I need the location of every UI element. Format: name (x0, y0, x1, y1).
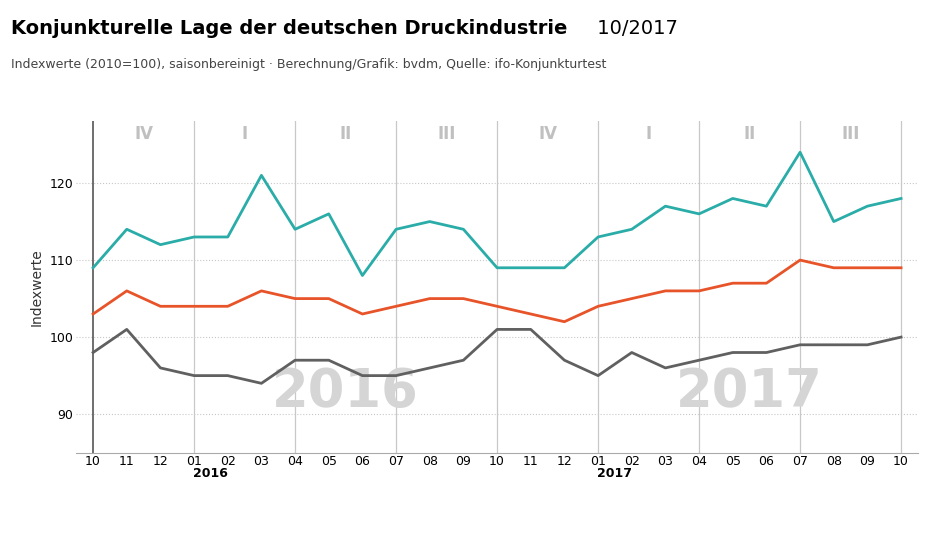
Legend: Geschäftslage, Geschäftsklima, Geschäftserwartungen: Geschäftslage, Geschäftsklima, Geschäfts… (200, 546, 794, 552)
Text: IV: IV (538, 125, 557, 144)
Text: 2017: 2017 (597, 466, 632, 480)
Y-axis label: Indexwerte: Indexwerte (30, 248, 44, 326)
Text: Indexwerte (2010=100), saisonbereinigt · Berechnung/Grafik: bvdm, Quelle: ifo-Ko: Indexwerte (2010=100), saisonbereinigt ·… (11, 58, 606, 71)
Text: 10/2017: 10/2017 (591, 19, 677, 38)
Text: III: III (437, 125, 456, 144)
Text: I: I (645, 125, 652, 144)
Text: III: III (842, 125, 859, 144)
Text: 2017: 2017 (676, 366, 823, 418)
Text: 2016: 2016 (193, 466, 229, 480)
Text: Konjunkturelle Lage der deutschen Druckindustrie: Konjunkturelle Lage der deutschen Drucki… (11, 19, 567, 38)
Text: 2016: 2016 (272, 366, 419, 418)
Text: I: I (242, 125, 247, 144)
Text: IV: IV (134, 125, 153, 144)
Text: II: II (339, 125, 352, 144)
Text: II: II (743, 125, 756, 144)
